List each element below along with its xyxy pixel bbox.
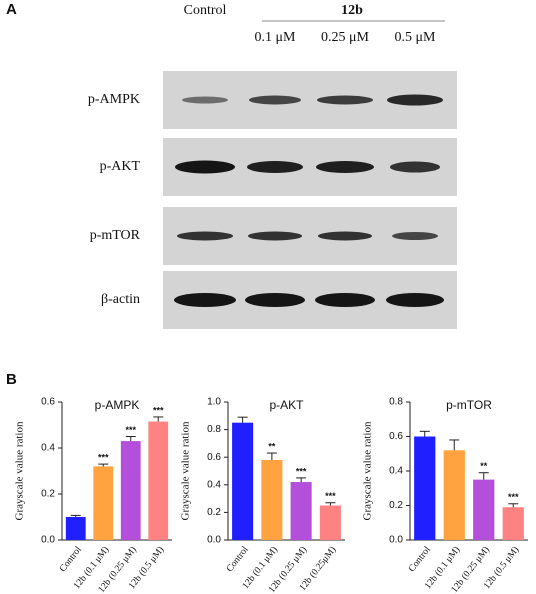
chart-title: p-AMPK [95,398,140,412]
bar [443,450,465,540]
y-tick-label: 0.0 [41,535,55,546]
y-tick-label: 0.6 [41,397,55,408]
significance-label: *** [153,405,164,415]
blot-band [174,293,236,307]
significance-label: ** [480,461,488,471]
y-tick-label: 0.2 [41,489,55,500]
chart-title: p-AKT [269,398,304,412]
chart-title: p-mTOR [446,398,492,412]
y-tick-label: 0.8 [389,397,403,408]
control-label: Control [184,3,227,18]
x-tick-label: Control [407,545,433,574]
y-tick-label: 0.6 [207,452,221,463]
blot-band [390,161,440,173]
concentration-label: 0.5 μM [395,30,437,45]
blot-band [175,160,235,174]
y-tick-label: 0.6 [389,431,403,442]
bar [232,422,254,540]
bar [290,482,312,540]
y-tick-label: 0.4 [207,479,221,490]
blot-band [249,95,301,105]
y-tick-label: 0.2 [389,500,403,511]
panel-label: A [6,1,17,18]
panel-label: B [6,371,17,388]
y-tick-label: 0.4 [389,466,403,477]
y-axis-label: Grayscale value ration [14,421,26,520]
concentration-label: 0.25 μM [321,30,370,45]
bar [65,517,86,540]
treatment-label: 12b [341,3,363,18]
blot-band [392,232,438,240]
blot-band [315,293,375,307]
significance-label: *** [98,452,109,462]
blot-band [386,293,444,307]
bar [148,421,169,540]
bar [473,479,495,540]
significance-label: *** [296,466,307,476]
blot-band [316,161,374,173]
protein-label: p-AMPK [88,92,140,107]
y-tick-label: 0.8 [207,424,221,435]
protein-label: p-mTOR [90,228,141,243]
y-axis-label: Grayscale value ration [180,421,192,520]
blot-band [245,293,305,307]
x-tick-label: Control [225,545,251,574]
significance-label: *** [125,425,136,435]
bar [120,441,141,540]
bar [319,505,341,540]
concentration-label: 0.1 μM [255,30,297,45]
x-tick-label: Control [58,545,84,574]
y-tick-label: 0.4 [41,443,55,454]
protein-label: β-actin [101,292,140,307]
blot-band [317,95,373,105]
significance-label: ** [268,441,276,451]
blot-band [177,231,233,241]
blot-band [248,231,302,241]
protein-label: p-AKT [100,159,141,174]
y-tick-label: 0.0 [207,535,221,546]
blot-band [182,96,228,104]
blot-band [387,94,443,106]
bar [502,507,524,540]
bar [93,466,114,540]
blot-band [318,231,372,241]
y-tick-label: 0.0 [389,535,403,546]
bar [261,459,283,540]
y-tick-label: 0.2 [207,507,221,518]
blot-band [247,161,303,173]
y-tick-label: 1.0 [207,397,221,408]
y-axis-label: Grayscale value ration [362,421,374,520]
significance-label: *** [508,492,519,502]
significance-label: *** [325,491,336,501]
bar [414,436,436,540]
